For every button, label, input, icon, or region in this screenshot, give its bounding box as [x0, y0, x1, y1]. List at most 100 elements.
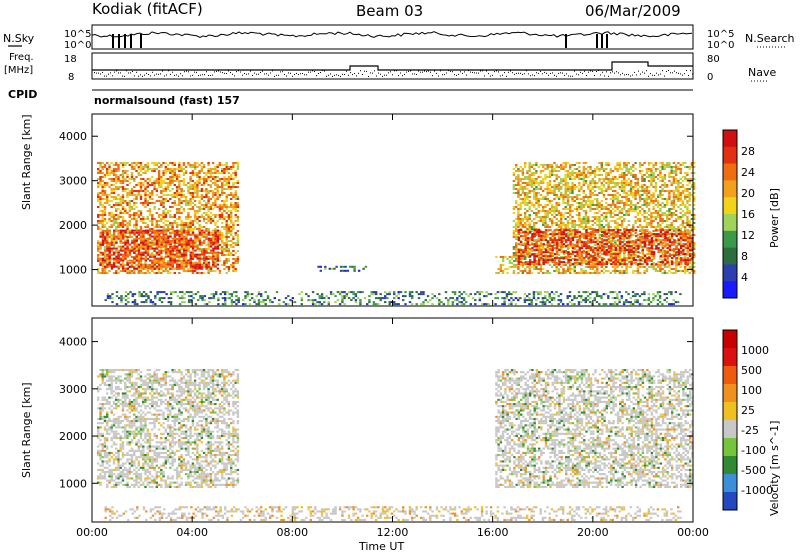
- heatmap-cell: [108, 246, 111, 248]
- heatmap-cell: [661, 272, 664, 274]
- heatmap-cell: [128, 253, 132, 256]
- nave-dot: [652, 74, 653, 76]
- heatmap-cell: [589, 226, 592, 228]
- heatmap-cell: [121, 182, 125, 184]
- heatmap-cell: [112, 184, 116, 186]
- heatmap-cell: [149, 253, 152, 256]
- heatmap-cell: [234, 208, 237, 210]
- heatmap-cell: [659, 204, 662, 206]
- heatmap-cell: [126, 252, 129, 254]
- heatmap-cell: [580, 224, 583, 226]
- heatmap-cell: [620, 238, 624, 240]
- heatmap-cell: [512, 186, 516, 188]
- heatmap-cell: [557, 242, 561, 244]
- heatmap-cell: [517, 178, 520, 180]
- heatmap-cell: [191, 208, 195, 210]
- heatmap-cell: [638, 220, 642, 222]
- heatmap-cell: [557, 202, 561, 204]
- nave-dot: [162, 70, 163, 72]
- heatmap-cell: [602, 246, 606, 248]
- heatmap-cell: [546, 200, 549, 202]
- heatmap-cell: [171, 231, 174, 234]
- heatmap-cell: [151, 252, 154, 254]
- heatmap-cell: [178, 202, 181, 204]
- heatmap-cell: [142, 204, 145, 206]
- heatmap-cell: [521, 174, 525, 176]
- heatmap-cell: [587, 266, 590, 268]
- heatmap-cell: [139, 270, 143, 272]
- heatmap-cell: [602, 272, 606, 274]
- heatmap-cell: [126, 204, 129, 206]
- nave-dot: [224, 72, 225, 74]
- nave-dot: [322, 70, 323, 71]
- heatmap-cell: [160, 200, 163, 202]
- heatmap-cell: [121, 180, 125, 182]
- heatmap-cell: [643, 188, 646, 190]
- heatmap-cell: [512, 252, 516, 254]
- heatmap-cell: [580, 174, 583, 176]
- heatmap-cell: [216, 214, 219, 216]
- heatmap-cell: [656, 194, 660, 196]
- heatmap-cell: [149, 241, 152, 244]
- heatmap-cell: [234, 216, 237, 218]
- heatmap-cell: [546, 210, 549, 212]
- heatmap-cell: [519, 222, 522, 224]
- heatmap-cell: [225, 170, 228, 172]
- heatmap-cell: [160, 243, 163, 246]
- heatmap-cell: [524, 166, 527, 168]
- heatmap-cell: [557, 188, 561, 190]
- heatmap-cell: [634, 198, 637, 200]
- heatmap-cell: [602, 248, 606, 250]
- heatmap-cell: [97, 196, 100, 198]
- heatmap-cell: [198, 265, 202, 268]
- heatmap-cell: [166, 212, 170, 214]
- heatmap-cell: [155, 190, 158, 192]
- heatmap-cell: [625, 214, 628, 216]
- heatmap-cell: [591, 246, 594, 248]
- heatmap-cell: [200, 244, 204, 246]
- heatmap-cell: [521, 170, 525, 172]
- heatmap-cell: [508, 260, 512, 262]
- heatmap-cell: [225, 204, 228, 206]
- nave-dot: [252, 74, 253, 76]
- heatmap-cell: [189, 194, 192, 196]
- heatmap-cell: [643, 204, 646, 206]
- heatmap-cell: [155, 237, 159, 240]
- heatmap-cell: [106, 202, 109, 204]
- heatmap-cell: [535, 180, 538, 182]
- heatmap-cell: [638, 170, 642, 172]
- heatmap-cell: [650, 202, 653, 204]
- heatmap-cell: [605, 198, 608, 200]
- heatmap-cell: [119, 210, 122, 212]
- heatmap-cell: [650, 212, 653, 214]
- heatmap-cell: [607, 212, 610, 214]
- heatmap-cell: [193, 220, 197, 222]
- heatmap-cell: [551, 168, 554, 170]
- heatmap-cell: [209, 216, 213, 218]
- heatmap-cell: [627, 266, 630, 268]
- nsky-trace: [91, 31, 693, 38]
- heatmap-cell: [180, 235, 183, 238]
- heatmap-cell: [198, 260, 201, 262]
- heatmap-cell: [647, 170, 651, 172]
- heatmap-cell: [216, 172, 219, 174]
- heatmap-cell: [171, 237, 174, 240]
- heatmap-cell: [620, 196, 624, 198]
- nave-dot: [622, 72, 623, 74]
- heatmap-cell: [515, 164, 518, 166]
- nave-dot: [518, 72, 519, 74]
- heatmap-cell: [216, 170, 219, 172]
- heatmap-cell: [566, 228, 570, 230]
- heatmap-cell: [155, 226, 158, 228]
- heatmap-cell: [623, 218, 626, 220]
- nave-dot: [414, 73, 415, 75]
- heatmap-cell: [609, 198, 612, 200]
- heatmap-cell: [530, 202, 534, 204]
- heatmap-cell: [176, 245, 179, 248]
- heatmap-cell: [139, 162, 143, 164]
- heatmap-cell: [234, 204, 237, 206]
- heatmap-cell: [526, 228, 529, 230]
- heatmap-cell: [193, 240, 197, 242]
- heatmap-cell: [157, 200, 161, 202]
- heatmap-cell: [508, 266, 512, 268]
